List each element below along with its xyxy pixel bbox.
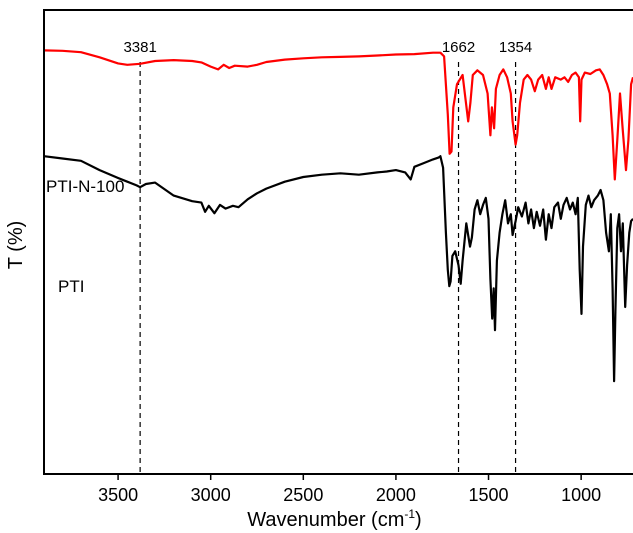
series-labels: PTI-N-100 PTI bbox=[46, 177, 124, 296]
series-label-pti: PTI bbox=[58, 277, 84, 296]
x-tick-label-2000: 2000 bbox=[376, 485, 416, 505]
x-axis-label: Wavenumber (cm-1) bbox=[247, 507, 421, 531]
x-tick-label-2500: 2500 bbox=[283, 485, 323, 505]
x-tick-label-3500: 3500 bbox=[98, 485, 138, 505]
x-axis-ticks: 3500 3000 2500 2000 1500 1000 bbox=[98, 474, 601, 505]
x-axis-label-sup: -1 bbox=[404, 507, 415, 521]
series-line-pti bbox=[43, 155, 633, 383]
x-axis-label-main: Wavenumber (cm bbox=[247, 509, 404, 531]
x-tick-label-1000: 1000 bbox=[561, 485, 601, 505]
reference-labels: 3381 1662 1354 bbox=[123, 39, 532, 56]
reference-label-1662: 1662 bbox=[442, 39, 475, 56]
reference-label-3381: 3381 bbox=[123, 39, 156, 56]
x-tick-label-1500: 1500 bbox=[469, 485, 509, 505]
reference-label-1354: 1354 bbox=[499, 39, 532, 56]
x-axis-label-end: ) bbox=[415, 509, 422, 531]
series-line-pti-n-100 bbox=[43, 49, 633, 181]
series-group bbox=[43, 49, 633, 383]
x-tick-label-3000: 3000 bbox=[191, 485, 231, 505]
series-label-pti-n-100: PTI-N-100 bbox=[46, 177, 124, 196]
y-axis-label: T (%) bbox=[5, 221, 27, 270]
reference-lines bbox=[139, 62, 517, 474]
plot-frame bbox=[43, 9, 633, 475]
